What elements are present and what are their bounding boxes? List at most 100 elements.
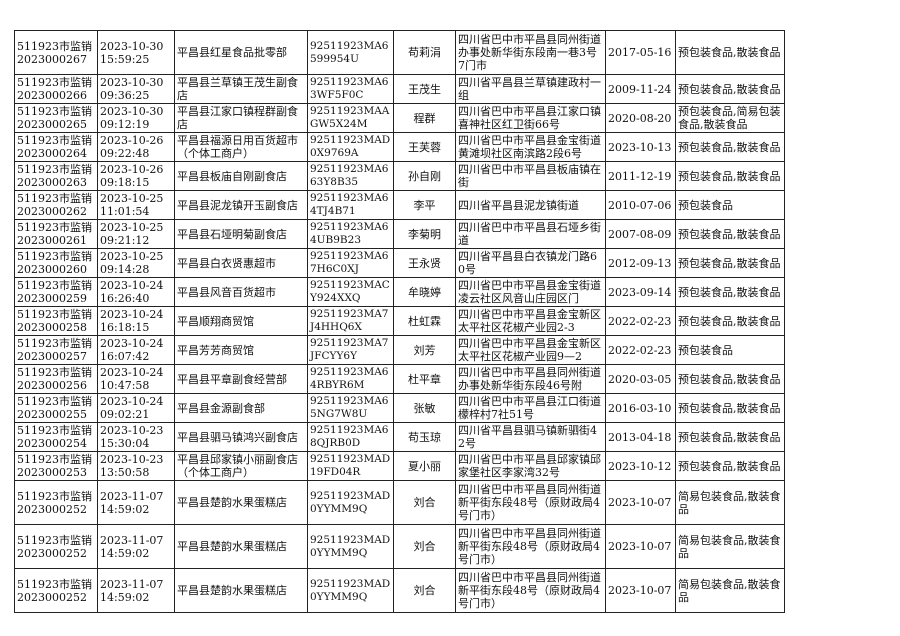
- cancellation-number-cell: 511923市监销2023000263: [14, 161, 98, 191]
- credit-code-cell: 92511923MAD0YYMM9Q: [307, 568, 394, 613]
- credit-code-cell: 92511923MA663Y8B35: [307, 161, 394, 191]
- table-row: 511923市监销2023000262 2023-10-25 11:01:54 平昌…: [14, 190, 785, 220]
- business-address-cell: 四川省巴中市平昌县金宝街道凌云社区风音山庄园区门: [455, 277, 606, 307]
- table-row: 511923市监销2023000252 2023-11-07 14:59:02 平昌…: [14, 480, 785, 525]
- business-name-cell: 平昌县风音百货超市: [174, 277, 308, 307]
- cancellation-time-cell: 2023-11-07 14:59:02: [97, 480, 175, 525]
- business-address-cell: 四川省巴中市平昌县同州街道办事处新华街东段46号附: [455, 364, 606, 394]
- business-scope-cell: 简易包装食品,散装食品: [675, 480, 785, 525]
- cancellation-time-cell: 2023-11-07 14:59:02: [97, 524, 175, 569]
- cancellation-number-cell: 511923市监销2023000254: [14, 422, 98, 452]
- cancellation-number-cell: 511923市监销2023000265: [14, 103, 98, 133]
- table-row: 511923市监销2023000260 2023-10-25 09:14:28 平昌…: [14, 248, 785, 278]
- business-scope-cell: 预包装食品,散装食品: [675, 74, 785, 104]
- business-address-cell: 四川省巴中市平昌县石垭乡街道: [455, 219, 606, 249]
- business-address-cell: 四川省巴中市平昌县金宝街道黄滩坝社区南滨路2段6号: [455, 132, 606, 162]
- issue-date-cell: 2020-08-20: [605, 103, 676, 133]
- business-address-cell: 四川省巴中市平昌县金宝新区太平社区花椒产业园2-3: [455, 306, 606, 336]
- credit-code-cell: 92511923MAAGW5X24M: [307, 103, 394, 133]
- business-scope-cell: 预包装食品: [675, 335, 785, 365]
- issue-date-cell: 2023-10-07: [605, 524, 676, 569]
- table-row: 511923市监销2023000252 2023-11-07 14:59:02 平昌…: [14, 524, 785, 569]
- business-address-cell: 四川省巴中市平昌县板庙镇在街: [455, 161, 606, 191]
- cancellation-number-cell: 511923市监销2023000267: [14, 30, 98, 75]
- business-scope-cell: 预包装食品,散装食品: [675, 364, 785, 394]
- business-name-cell: 平昌县江家口镇程群副食店: [174, 103, 308, 133]
- business-name-cell: 平昌县兰草镇王茂生副食店: [174, 74, 308, 104]
- cancellation-number-cell: 511923市监销2023000252: [14, 524, 98, 569]
- cancellation-time-cell: 2023-10-24 16:26:40: [97, 277, 175, 307]
- business-address-cell: 四川省平昌县兰草镇建政村一组: [455, 74, 606, 104]
- legal-representative-cell: 苟莉涓: [393, 30, 456, 75]
- cancellation-number-cell: 511923市监销2023000258: [14, 306, 98, 336]
- business-scope-cell: 预包装食品,散装食品: [675, 306, 785, 336]
- legal-representative-cell: 夏小丽: [393, 451, 456, 481]
- credit-code-cell: 92511923MA64RBYR6M: [307, 364, 394, 394]
- legal-representative-cell: 杜虹霖: [393, 306, 456, 336]
- legal-representative-cell: 王芙蓉: [393, 132, 456, 162]
- cancellation-time-cell: 2023-10-23 13:50:58: [97, 451, 175, 481]
- credit-code-cell: 92511923MAD19FD04R: [307, 451, 394, 481]
- table-row: 511923市监销2023000257 2023-10-24 16:07:42 平昌…: [14, 335, 785, 365]
- business-name-cell: 平昌顺翔商贸馆: [174, 306, 308, 336]
- issue-date-cell: 2023-10-12: [605, 451, 676, 481]
- cancellation-number-cell: 511923市监销2023000252: [14, 568, 98, 613]
- table-row: 511923市监销2023000261 2023-10-25 09:21:12 平昌…: [14, 219, 785, 249]
- license-cancellation-table: 511923市监销2023000267 2023-10-30 15:59:25 平昌…: [14, 30, 785, 613]
- table-row: 511923市监销2023000263 2023-10-26 09:18:15 平昌…: [14, 161, 785, 191]
- legal-representative-cell: 王茂生: [393, 74, 456, 104]
- business-address-cell: 四川省巴中市平昌县金宝新区太平社区花椒产业园9—2: [455, 335, 606, 365]
- cancellation-time-cell: 2023-10-24 10:47:58: [97, 364, 175, 394]
- table-row: 511923市监销2023000264 2023-10-26 09:22:48 平昌…: [14, 132, 785, 162]
- legal-representative-cell: 牟晓婷: [393, 277, 456, 307]
- issue-date-cell: 2023-10-13: [605, 132, 676, 162]
- cancellation-number-cell: 511923市监销2023000253: [14, 451, 98, 481]
- cancellation-number-cell: 511923市监销2023000262: [14, 190, 98, 220]
- business-name-cell: 平昌县红星食品批零部: [174, 30, 308, 75]
- credit-code-cell: 92511923MA7JFCYY6Y: [307, 335, 394, 365]
- business-name-cell: 平昌县泥龙镇开玉副食店: [174, 190, 308, 220]
- business-name-cell: 平昌县白衣贤惠超市: [174, 248, 308, 278]
- cancellation-time-cell: 2023-10-25 09:14:28: [97, 248, 175, 278]
- business-scope-cell: 预包装食品,散装食品: [675, 422, 785, 452]
- issue-date-cell: 2007-08-09: [605, 219, 676, 249]
- issue-date-cell: 2023-10-07: [605, 480, 676, 525]
- cancellation-number-cell: 511923市监销2023000255: [14, 393, 98, 423]
- cancellation-number-cell: 511923市监销2023000264: [14, 132, 98, 162]
- business-address-cell: 四川省巴中市平昌县同州街道办事处新华街东段南一巷3号7门市: [455, 30, 606, 75]
- credit-code-cell: 92511923MA65NG7W8U: [307, 393, 394, 423]
- legal-representative-cell: 程群: [393, 103, 456, 133]
- business-name-cell: 平昌县驷马镇鸿兴副食店: [174, 422, 308, 452]
- issue-date-cell: 2012-09-13: [605, 248, 676, 278]
- business-name-cell: 平昌县金源副食部: [174, 393, 308, 423]
- credit-code-cell: 92511923MA68QJRB0D: [307, 422, 394, 452]
- business-scope-cell: 预包装食品,散装食品: [675, 161, 785, 191]
- business-scope-cell: 预包装食品,散装食品: [675, 219, 785, 249]
- legal-representative-cell: 孙自刚: [393, 161, 456, 191]
- business-address-cell: 四川省巴中市平昌县邱家镇邱家堡社区李家湾32号: [455, 451, 606, 481]
- legal-representative-cell: 李平: [393, 190, 456, 220]
- business-scope-cell: 预包装食品,散装食品: [675, 277, 785, 307]
- issue-date-cell: 2020-03-05: [605, 364, 676, 394]
- credit-code-cell: 92511923MA7J4HHQ6X: [307, 306, 394, 336]
- table-row: 511923市监销2023000254 2023-10-23 15:30:04 平昌…: [14, 422, 785, 452]
- issue-date-cell: 2016-03-10: [605, 393, 676, 423]
- cancellation-number-cell: 511923市监销2023000260: [14, 248, 98, 278]
- credit-code-cell: 92511923MA67H6C0XJ: [307, 248, 394, 278]
- legal-representative-cell: 张敏: [393, 393, 456, 423]
- business-address-cell: 四川省巴中市平昌县同州街道新平街东段48号（原财政局4号门市）: [455, 480, 606, 525]
- table-row: 511923市监销2023000267 2023-10-30 15:59:25 平昌…: [14, 30, 785, 75]
- issue-date-cell: 2013-04-18: [605, 422, 676, 452]
- table-row: 511923市监销2023000258 2023-10-24 16:18:15 平昌…: [14, 306, 785, 336]
- business-address-cell: 四川省平昌县驷马镇新驷街42号: [455, 422, 606, 452]
- business-address-cell: 四川省巴中市平昌县同州街道新平街东段48号（原财政局4号门市）: [455, 568, 606, 613]
- business-scope-cell: 预包装食品,散装食品: [675, 132, 785, 162]
- cancellation-number-cell: 511923市监销2023000261: [14, 219, 98, 249]
- cancellation-time-cell: 2023-10-24 16:18:15: [97, 306, 175, 336]
- cancellation-number-cell: 511923市监销2023000252: [14, 480, 98, 525]
- business-address-cell: 四川省巴中市平昌县江家口镇喜神社区红卫街66号: [455, 103, 606, 133]
- business-scope-cell: 简易包装食品,散装食品: [675, 524, 785, 569]
- cancellation-time-cell: 2023-10-23 15:30:04: [97, 422, 175, 452]
- issue-date-cell: 2009-11-24: [605, 74, 676, 104]
- cancellation-number-cell: 511923市监销2023000266: [14, 74, 98, 104]
